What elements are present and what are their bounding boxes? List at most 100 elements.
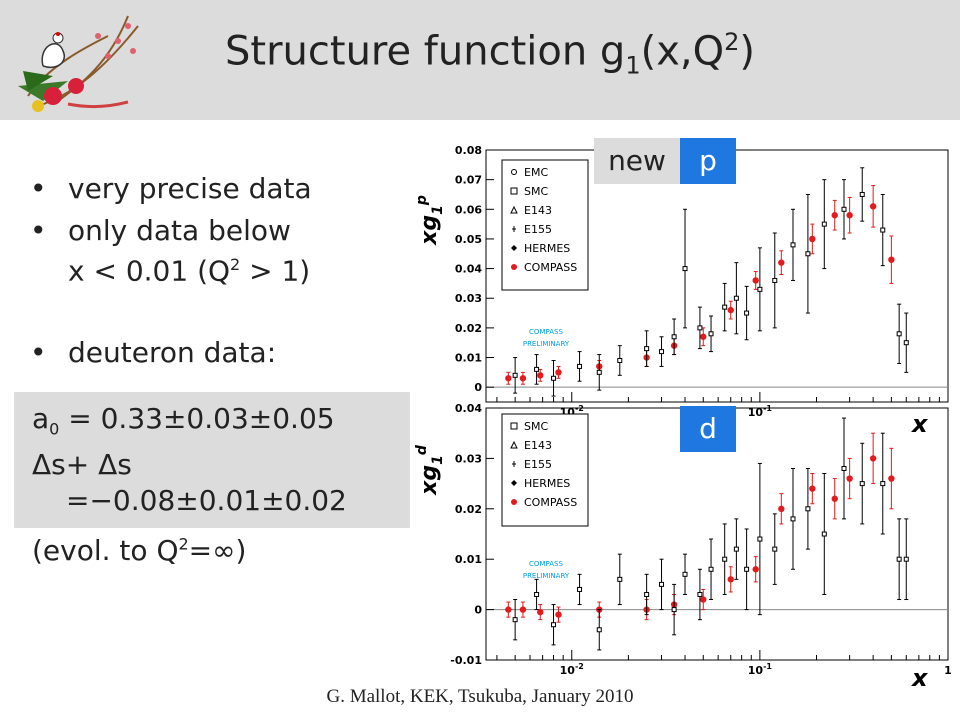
legend-label: HERMES	[524, 242, 570, 255]
preliminary-label-deuteron: COMPASS	[529, 560, 563, 568]
legend-label: COMPASS	[524, 261, 577, 274]
compass-point	[752, 271, 759, 290]
data-point	[880, 432, 886, 535]
x-tick-label: 10-1	[748, 404, 773, 419]
compass-point	[869, 432, 877, 485]
preliminary-label-proton: COMPASS	[529, 328, 563, 336]
evolution-note: (evol. to Q2=∞)	[32, 534, 247, 567]
data-point	[577, 351, 583, 382]
compass-point	[888, 235, 895, 284]
deuteron-tag: d	[680, 406, 736, 452]
y-tick-label: 0.01	[455, 352, 482, 365]
y-tick-label: 0.05	[455, 233, 482, 246]
footer-credit: G. Mallot, KEK, Tsukuba, January 2010	[326, 686, 634, 707]
compass-point	[505, 601, 512, 618]
data-point	[671, 318, 677, 356]
bullet-item: • deuteron data:	[30, 336, 277, 370]
compass-point	[727, 300, 734, 320]
data-point	[757, 247, 763, 332]
compass-point	[519, 371, 527, 385]
preliminary-label-deuteron-2: PRELIMINARY	[523, 572, 570, 580]
data-point	[577, 573, 583, 606]
data-point	[512, 599, 518, 641]
data-point	[722, 282, 728, 332]
crane-flower-logo-icon	[18, 15, 139, 112]
x-tick-label: 1	[944, 664, 952, 677]
y-tick-label: 0.06	[455, 203, 482, 216]
y-tick-label: 0	[474, 604, 482, 617]
preliminary-label-proton-2: PRELIMINARY	[523, 340, 570, 348]
compass-point	[700, 588, 707, 611]
data-point	[659, 558, 665, 611]
legend-entry: E155	[512, 223, 552, 236]
y-tick-label: 0.03	[455, 292, 482, 305]
delta-s-line1: Δs+ Δs	[32, 448, 132, 481]
legend-label: E155	[524, 458, 552, 471]
ylabel-proton: xg1p	[414, 195, 446, 246]
data-point	[859, 442, 865, 525]
bullet-list: • very precise data • only data below x < 0…	[30, 172, 410, 378]
legend-label: E143	[524, 439, 552, 452]
data-point	[821, 473, 827, 595]
legend-entry: E155	[512, 458, 552, 471]
legend-entry: SMC	[510, 420, 548, 433]
y-tick-label: 0.07	[455, 174, 482, 187]
data-point	[880, 193, 886, 267]
compass-point	[888, 447, 895, 510]
data-point	[821, 179, 827, 270]
data-point	[697, 568, 703, 621]
data-point	[733, 262, 739, 335]
data-point	[644, 330, 650, 367]
legend-label: SMC	[524, 185, 548, 198]
data-point	[551, 359, 557, 397]
y-tick-label: 0.01	[455, 553, 482, 566]
x-tick-label: 10-2	[560, 662, 584, 677]
y-tick-label: -0.01	[450, 654, 482, 667]
data-point	[790, 467, 796, 570]
compass-point	[555, 606, 562, 623]
data-point	[551, 604, 557, 646]
data-point	[896, 518, 902, 601]
data-point	[596, 354, 602, 391]
compass-point	[869, 185, 877, 228]
data-point	[708, 538, 714, 601]
y-tick-label: 0.04	[455, 402, 482, 415]
data-point	[512, 357, 518, 394]
xlabel-bottom: x	[911, 664, 929, 686]
y-tick-label: 0.02	[455, 503, 482, 516]
data-point	[805, 467, 811, 550]
data-point	[682, 553, 688, 595]
ylabel-deuteron: xg1d	[414, 444, 446, 496]
compass-point	[778, 250, 785, 276]
legend-deuteron: SMC E143 E155 HERMES COMPASS	[501, 413, 589, 527]
x-tick-label: 10-1	[748, 662, 773, 677]
data-point	[772, 232, 778, 329]
compass-point	[537, 604, 544, 621]
legend-proton: EMC SMC E143 E155 HERMES COMPASS	[501, 159, 589, 291]
legend-entry: SMC	[510, 185, 548, 198]
data-point	[859, 167, 865, 222]
delta-s-line2: =−0.08±0.01±0.02	[66, 484, 347, 517]
data-point	[772, 513, 778, 585]
legend-entry: E143	[510, 204, 552, 217]
data-point	[659, 336, 665, 367]
compass-point	[809, 473, 816, 505]
data-point	[671, 583, 677, 636]
compass-point	[831, 478, 838, 520]
data-point	[841, 417, 847, 520]
data-point	[896, 303, 902, 364]
legend-entry: E143	[510, 439, 552, 452]
y-tick-label: 0	[474, 381, 482, 394]
data-point	[708, 315, 714, 353]
compass-point	[846, 196, 853, 234]
legend-entry: HERMES	[511, 477, 570, 490]
legend-entry: COMPASS	[511, 261, 577, 274]
y-tick-label: 0.02	[455, 322, 482, 335]
bullet-item: • very precise data	[30, 172, 312, 205]
data-point	[682, 208, 688, 329]
compass-point	[778, 493, 785, 525]
xlabel-top: x	[911, 410, 929, 438]
legend-label: E155	[524, 223, 552, 236]
data-point	[644, 573, 650, 616]
